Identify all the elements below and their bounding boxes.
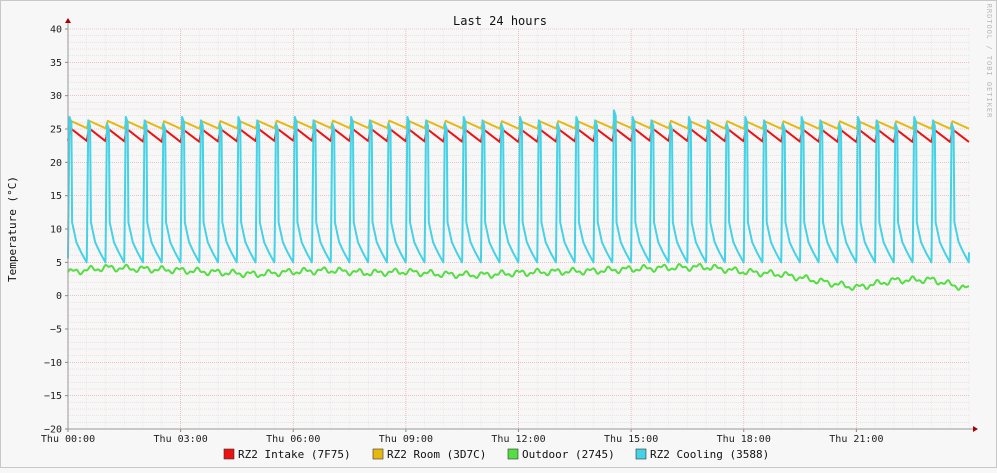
y-tick-label: 0	[56, 291, 62, 302]
x-tick-label: Thu 15:00	[604, 434, 658, 445]
y-axis-arrow	[65, 18, 71, 23]
y-tick-label: 5	[56, 258, 62, 269]
legend-label: Outdoor (2745)	[522, 448, 615, 461]
y-tick-label: 35	[50, 58, 62, 69]
y-tick-label: −20	[44, 425, 62, 436]
x-tick-label: Thu 06:00	[266, 434, 320, 445]
series-line-2	[67, 262, 970, 291]
y-tick-labels: 40 35 30 25 20 15 10 5 0 −5 −10 −15 −20	[44, 25, 62, 436]
x-tick-label: Thu 00:00	[41, 434, 95, 445]
legend-label: RZ2 Cooling (3588)	[650, 448, 769, 461]
y-tick-label: −15	[44, 391, 62, 402]
chart-title: Last 24 hours	[453, 14, 547, 28]
legend-label: RZ2 Room (3D7C)	[387, 448, 486, 461]
legend-swatch	[223, 448, 235, 460]
x-tick-label: Thu 12:00	[491, 434, 545, 445]
y-tick-label: −5	[50, 325, 62, 336]
x-tick-label: Thu 21:00	[829, 434, 883, 445]
x-tick-labels: Thu 00:00 Thu 03:00 Thu 06:00 Thu 09:00 Thu …	[41, 434, 884, 445]
series-line-1	[67, 119, 970, 130]
series-line-0	[67, 127, 970, 143]
legend-swatch	[507, 448, 519, 460]
series-line-3	[67, 109, 970, 264]
legend-swatch	[635, 448, 647, 460]
x-tick-label: Thu 18:00	[717, 434, 771, 445]
y-axis-label: Temperature (°C)	[6, 176, 19, 282]
x-tick-label: Thu 03:00	[154, 434, 208, 445]
x-tick-label: Thu 09:00	[379, 434, 433, 445]
y-tick-label: 20	[50, 158, 62, 169]
axes	[65, 18, 978, 432]
y-tick-label: −10	[44, 358, 62, 369]
y-tick-label: 25	[50, 125, 62, 136]
legend-swatch	[372, 448, 384, 460]
legend: RZ2 Intake (7F75) RZ2 Room (3D7C) Outdoor …	[223, 448, 769, 461]
y-tick-label: 10	[50, 225, 62, 236]
y-tick-label: 15	[50, 191, 62, 202]
legend-label: RZ2 Intake (7F75)	[238, 448, 351, 461]
series-lines	[67, 109, 970, 291]
x-axis-arrow	[973, 426, 978, 432]
y-tick-label: 40	[50, 25, 62, 36]
y-tick-label: 30	[50, 91, 62, 102]
rrdtool-watermark: RRDTOOL / TOBI OETIKER	[985, 4, 993, 119]
